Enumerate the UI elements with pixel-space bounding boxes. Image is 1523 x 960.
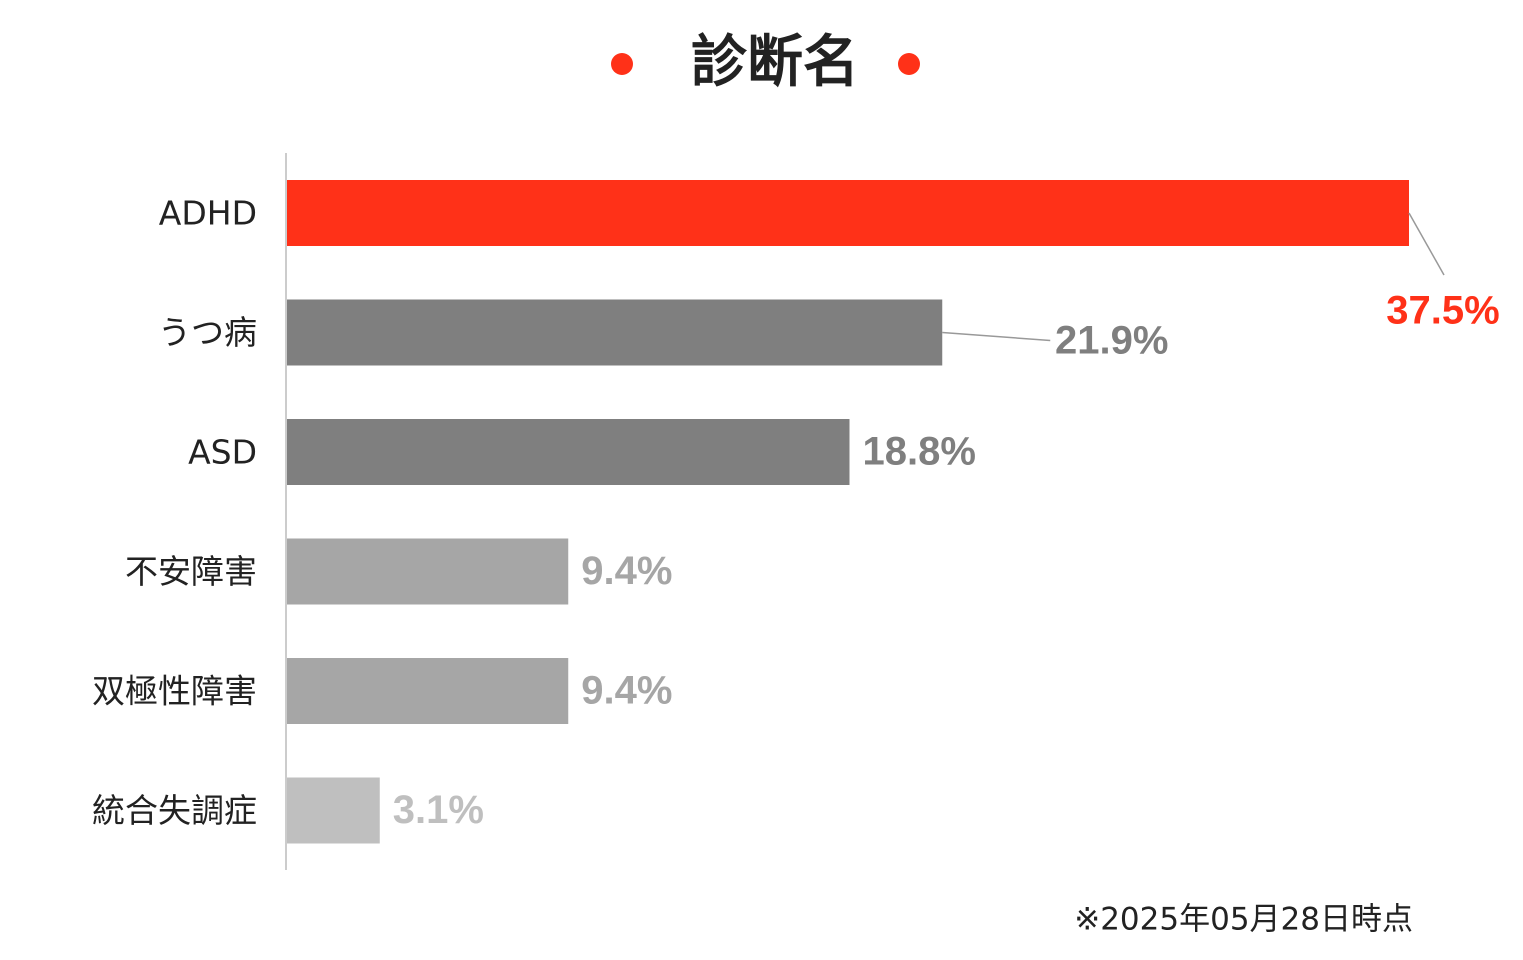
bar [287, 419, 850, 485]
chart-title: 診断名 [691, 30, 859, 95]
leader-line [1408, 212, 1445, 276]
bar [287, 299, 943, 366]
bar [287, 180, 1409, 246]
value-label: 3.1% [393, 788, 484, 832]
value-label: 18.8% [862, 430, 975, 474]
value-label: 37.5% [1386, 289, 1499, 333]
value-label: 9.4% [581, 669, 672, 713]
bar [287, 538, 569, 605]
bar [287, 777, 380, 844]
category-label: うつ病 [158, 313, 257, 352]
category-label: 双極性障害 [92, 672, 257, 711]
leader-line [942, 331, 1051, 342]
title-dot [898, 53, 920, 75]
footnote: ※2025年05月28日時点 [1074, 902, 1413, 938]
value-label: 21.9% [1055, 319, 1168, 363]
category-label: 統合失調症 [92, 791, 257, 830]
title-dot [611, 53, 633, 75]
bar [287, 658, 569, 724]
category-label: ASD [188, 433, 257, 472]
category-label: 不安障害 [125, 552, 257, 591]
category-label: ADHD [159, 194, 257, 233]
value-label: 9.4% [581, 549, 672, 593]
